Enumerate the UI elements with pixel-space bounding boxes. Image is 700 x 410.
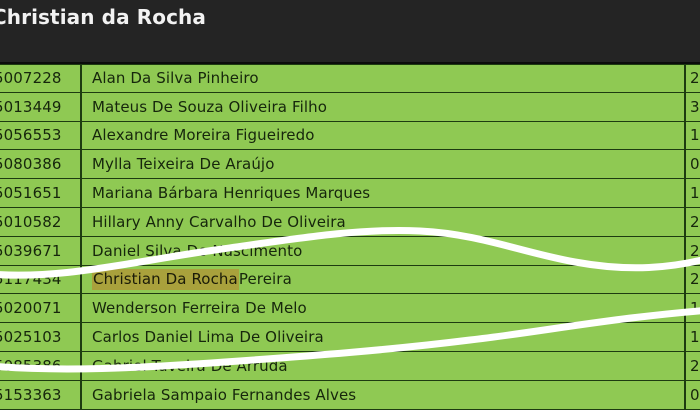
column-divider: [80, 236, 82, 265]
table-row[interactable]: 5025103 Carlos Daniel Lima De Oliveira 1: [0, 323, 700, 352]
column-divider: [684, 92, 686, 121]
cell-id[interactable]: 5039671: [0, 241, 62, 260]
cell-id[interactable]: 5013449: [0, 97, 62, 116]
cell-name[interactable]: Alan Da Silva Pinheiro: [92, 69, 259, 88]
cell-name[interactable]: Mateus De Souza Oliveira Filho: [92, 97, 328, 116]
column-divider: [684, 236, 686, 265]
column-divider: [684, 294, 686, 323]
column-divider: [80, 323, 82, 351]
column-divider: [684, 150, 686, 179]
cell-count[interactable]: 2: [690, 212, 700, 231]
cell-name[interactable]: Hillary Anny Carvalho De Oliveira: [92, 212, 346, 231]
spreadsheet-grid[interactable]: 5007228 Alan Da Silva Pinheiro 2 5013449…: [0, 64, 700, 410]
table-row[interactable]: 5056553 Alexandre Moreira Figueiredo 1: [0, 121, 700, 151]
cell-id[interactable]: 5056553: [0, 126, 62, 145]
table-row-highlighted[interactable]: 5117434 Christian Da Rocha Pereira 2: [0, 265, 700, 295]
table-row[interactable]: 5085386 Gabriel Taveira De Arruda 2: [0, 351, 700, 381]
cell-count[interactable]: 0: [690, 155, 700, 174]
header-divider: [0, 62, 700, 64]
cell-id[interactable]: 5080386: [0, 155, 62, 174]
cell-count[interactable]: 2: [690, 241, 700, 260]
column-divider: [80, 65, 82, 92]
column-divider: [684, 380, 686, 409]
cell-id[interactable]: 5153363: [0, 385, 62, 404]
table-row[interactable]: 5020071 Wenderson Ferreira De Melo 1: [0, 294, 700, 324]
cell-id[interactable]: 5020071: [0, 299, 62, 318]
cell-id[interactable]: 5007228: [0, 69, 62, 88]
cell-name[interactable]: Gabriel Taveira De Arruda: [92, 356, 288, 375]
table-row[interactable]: 5007228 Alan Da Silva Pinheiro 2: [0, 64, 700, 93]
column-divider: [80, 179, 82, 207]
column-divider: [80, 265, 82, 294]
cell-count[interactable]: 2: [690, 270, 700, 289]
cell-name[interactable]: Gabriela Sampaio Fernandes Alves: [92, 385, 357, 404]
search-match-highlight: Christian Da Rocha: [92, 268, 239, 290]
cell-name[interactable]: Wenderson Ferreira De Melo: [92, 299, 307, 318]
cell-id[interactable]: 5025103: [0, 328, 62, 347]
column-divider: [684, 323, 686, 351]
cell-count[interactable]: 3: [690, 97, 700, 116]
column-divider: [684, 351, 686, 380]
column-divider: [684, 121, 686, 150]
column-divider: [80, 207, 82, 236]
column-divider: [684, 265, 686, 294]
table-row[interactable]: 5153363 Gabriela Sampaio Fernandes Alves…: [0, 380, 700, 410]
cell-name[interactable]: Mariana Bárbara Henriques Marques: [92, 184, 371, 203]
cell-count[interactable]: 2: [690, 69, 700, 88]
table-row[interactable]: 5013449 Mateus De Souza Oliveira Filho 3: [0, 92, 700, 122]
cell-count[interactable]: 2: [690, 356, 700, 375]
dark-header-band: Christian da Rocha: [0, 0, 700, 64]
column-divider: [80, 92, 82, 121]
table-row[interactable]: 5010582 Hillary Anny Carvalho De Oliveir…: [0, 207, 700, 237]
cell-count[interactable]: 1: [690, 184, 700, 203]
cell-id[interactable]: 5010582: [0, 212, 62, 231]
cell-count[interactable]: 1: [690, 328, 700, 347]
page-title: Christian da Rocha: [0, 5, 206, 29]
cell-count[interactable]: 1: [690, 126, 700, 145]
column-divider: [80, 380, 82, 409]
cell-id[interactable]: 5085386: [0, 356, 62, 375]
cell-name[interactable]: Mylla Teixeira De Araújo: [92, 155, 275, 174]
cell-name[interactable]: Carlos Daniel Lima De Oliveira: [92, 328, 324, 347]
column-divider: [80, 150, 82, 179]
cell-id[interactable]: 5117434: [0, 270, 62, 289]
cell-count[interactable]: 1: [690, 299, 700, 318]
table-row[interactable]: 5080386 Mylla Teixeira De Araújo 0: [0, 150, 700, 180]
column-divider: [684, 179, 686, 207]
column-divider: [684, 207, 686, 236]
column-divider: [80, 294, 82, 323]
cell-name[interactable]: Daniel Silva Do Nascimento: [92, 241, 303, 260]
cell-name[interactable]: Alexandre Moreira Figueiredo: [92, 126, 315, 145]
column-divider: [80, 121, 82, 150]
column-divider: [684, 65, 686, 92]
table-row[interactable]: 5051651 Mariana Bárbara Henriques Marque…: [0, 179, 700, 208]
cell-name-with-match[interactable]: Christian Da Rocha Pereira: [92, 268, 292, 290]
table-row[interactable]: 5039671 Daniel Silva Do Nascimento 2: [0, 236, 700, 266]
cell-id[interactable]: 5051651: [0, 184, 62, 203]
cell-count[interactable]: 0: [690, 385, 700, 404]
column-divider: [80, 351, 82, 380]
